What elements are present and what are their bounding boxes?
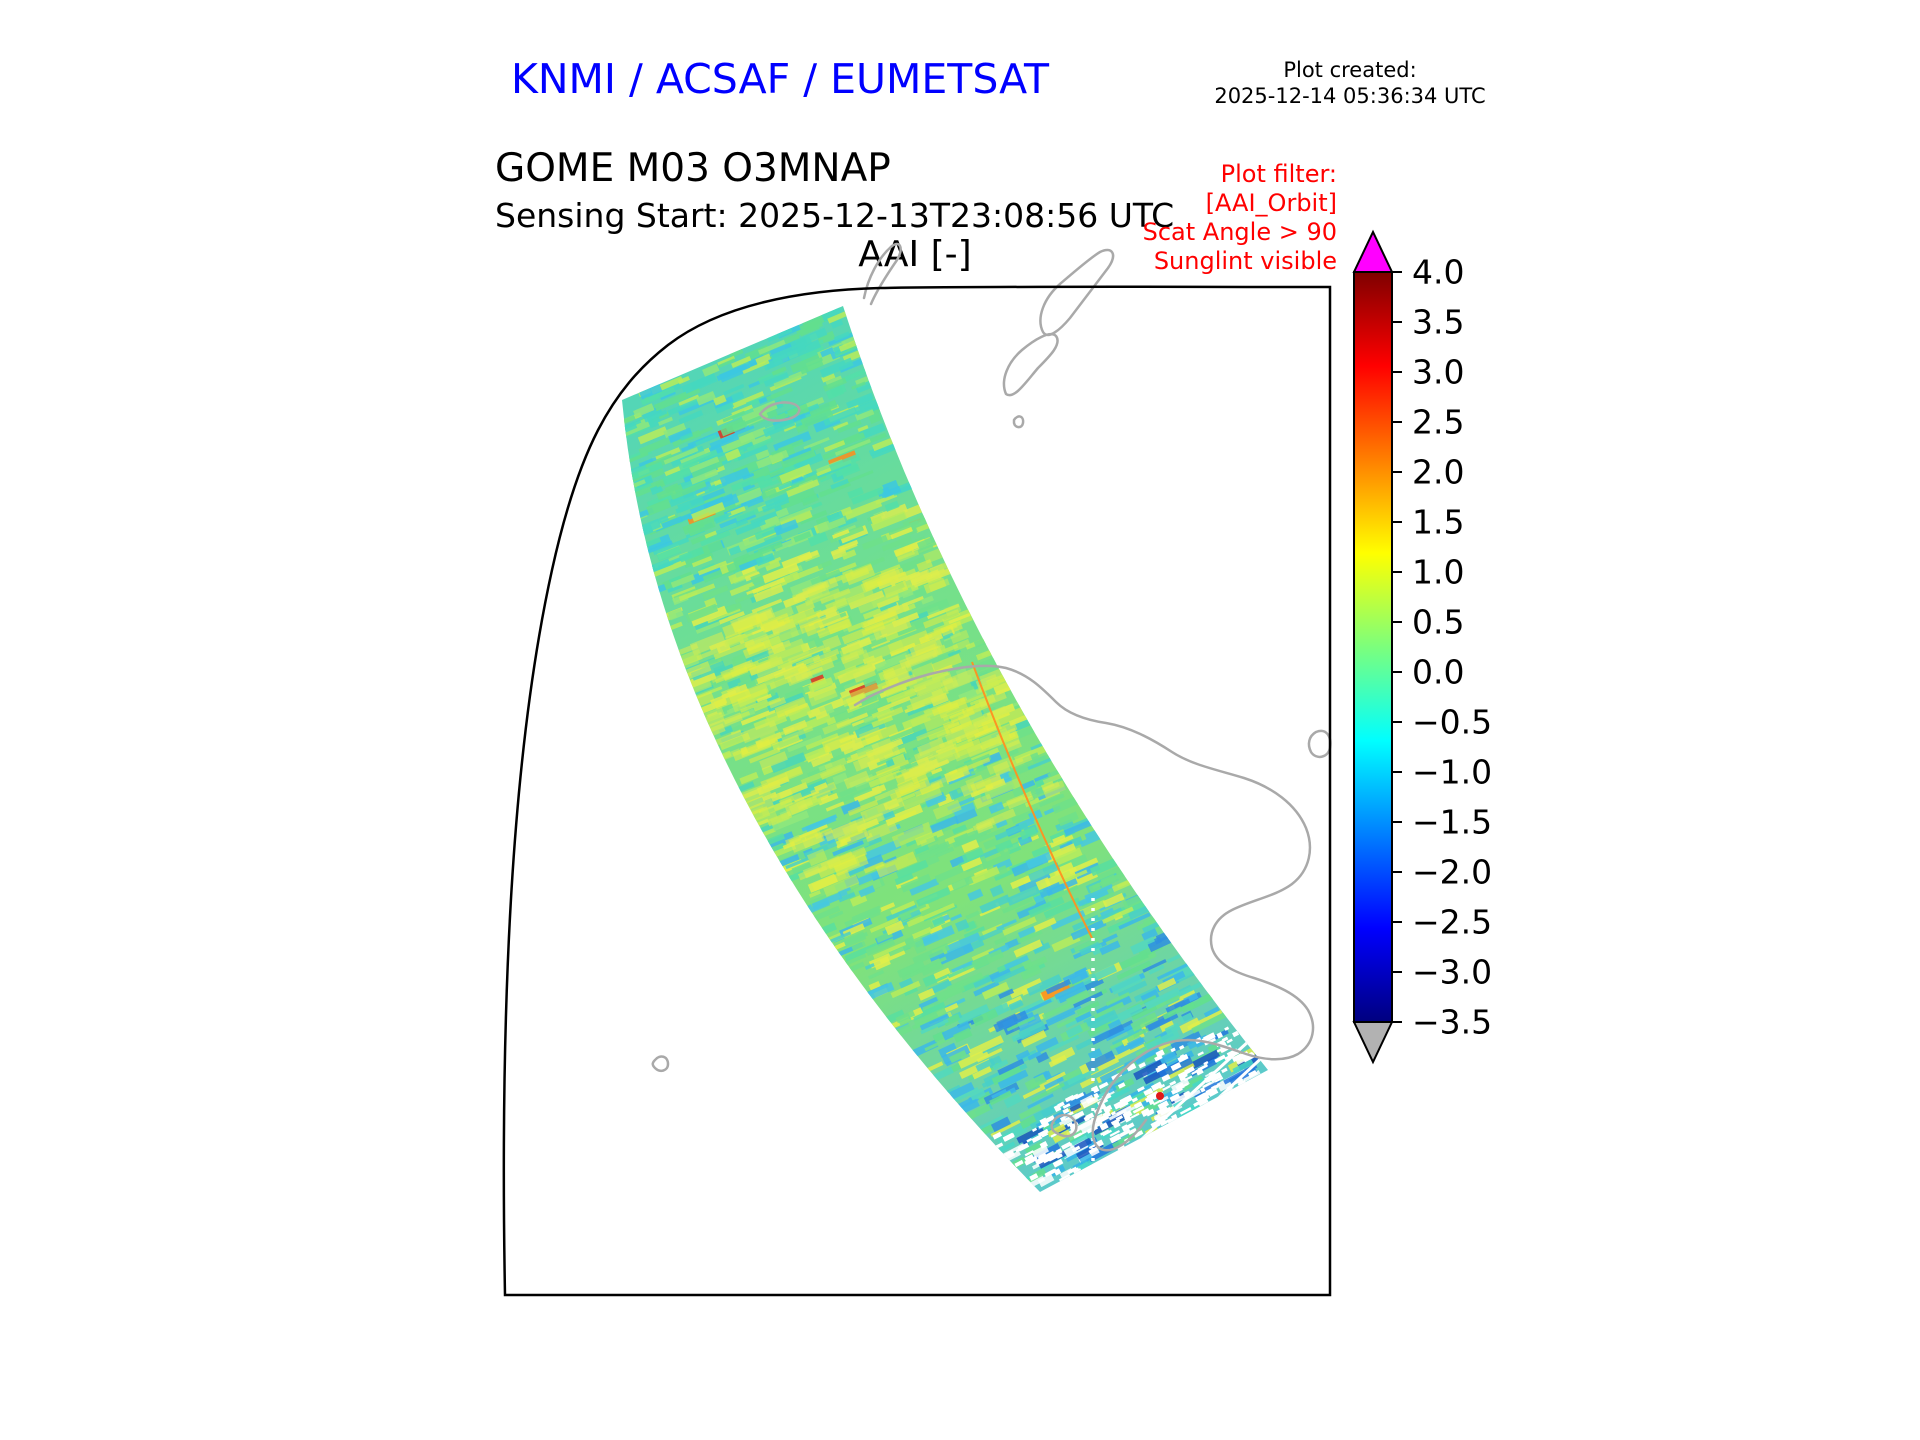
coastline-nz-north xyxy=(1039,248,1115,337)
page-title: KNMI / ACSAF / EUMETSAT xyxy=(510,55,1050,103)
colorbar-tick-label: 3.5 xyxy=(1412,303,1464,342)
aai-outlier-red xyxy=(1156,1092,1164,1100)
colorbar-gradient-bar xyxy=(1353,271,1393,1023)
plot-filter-line: Plot filter: xyxy=(1220,160,1337,188)
colorbar-tick-label: 2.5 xyxy=(1412,403,1464,442)
map-boundary xyxy=(502,285,1332,1297)
coastline-antarctica xyxy=(853,664,1315,1152)
colorbar-tick-label: −1.0 xyxy=(1412,753,1492,792)
coastline-right-edge-island xyxy=(1307,729,1332,759)
plot-created-label: Plot created: xyxy=(1283,58,1417,82)
colorbar-under-arrow xyxy=(1352,1021,1394,1065)
colorbar-tick-label: −3.0 xyxy=(1412,953,1492,992)
coastline-nz-stewart xyxy=(1012,415,1025,429)
sensing-start-label: Sensing Start: 2025-12-13T23:08:56 UTC xyxy=(495,196,1175,235)
coastlines xyxy=(651,242,1332,1152)
plot-filter-line: Scat Angle > 90 xyxy=(1142,218,1337,246)
plot-created-block: Plot created: 2025-12-14 05:36:34 UTC xyxy=(1180,57,1520,109)
plot-created-value: 2025-12-14 05:36:34 UTC xyxy=(1214,84,1486,108)
colorbar-tick-label: 3.0 xyxy=(1412,353,1464,392)
plot-filter-block: Plot filter: [AAI_Orbit] Scat Angle > 90 Su… xyxy=(1037,160,1337,276)
missing-scan-gap-1 xyxy=(1128,1038,1252,1152)
colorbar-ticks: 4.0 3.5 3.0 2.5 2.0 1.5 1.0 0.5 0.0 −0.5 −1.0 −1.5 −… xyxy=(1392,253,1492,1042)
colorbar-tick-label: 4.0 xyxy=(1412,253,1464,292)
plot-filter-line: [AAI_Orbit] xyxy=(1205,189,1337,217)
satellite-swath xyxy=(622,306,1268,1192)
quantity-label: AAI [-] xyxy=(858,234,972,275)
colorbar: 4.0 3.5 3.0 2.5 2.0 1.5 1.0 0.5 0.0 −0.5 −1.0 −1.5 −… xyxy=(1352,229,1492,1065)
product-title: GOME M03 O3MNAP xyxy=(495,146,891,191)
coastline-swath-islet xyxy=(758,401,801,422)
colorbar-tick-label: 0.5 xyxy=(1412,603,1464,642)
colorbar-tick-label: −1.5 xyxy=(1412,803,1492,842)
aai-high-streak xyxy=(971,661,1093,939)
coastline-islet-left xyxy=(651,1055,670,1073)
plot-filter-line: Sunglint visible xyxy=(1153,247,1337,275)
colorbar-tick-label: 0.0 xyxy=(1412,653,1464,692)
colorbar-tick-label: 2.0 xyxy=(1412,453,1464,492)
colorbar-tick-label: −0.5 xyxy=(1412,703,1492,742)
swath-measurement-texture xyxy=(622,306,1268,1188)
coastline-nz-south xyxy=(1002,333,1059,397)
colorbar-tick-label: −2.5 xyxy=(1412,903,1492,942)
colorbar-over-arrow xyxy=(1352,229,1394,273)
coastline-top-islet xyxy=(862,242,902,306)
coastline-islet-bottom xyxy=(1050,1113,1078,1138)
colorbar-tick-label: 1.0 xyxy=(1412,553,1464,592)
colorbar-tick-label: −3.5 xyxy=(1412,1003,1492,1042)
colorbar-tick-label: −2.0 xyxy=(1412,853,1492,892)
colorbar-tick-label: 1.5 xyxy=(1412,503,1464,542)
